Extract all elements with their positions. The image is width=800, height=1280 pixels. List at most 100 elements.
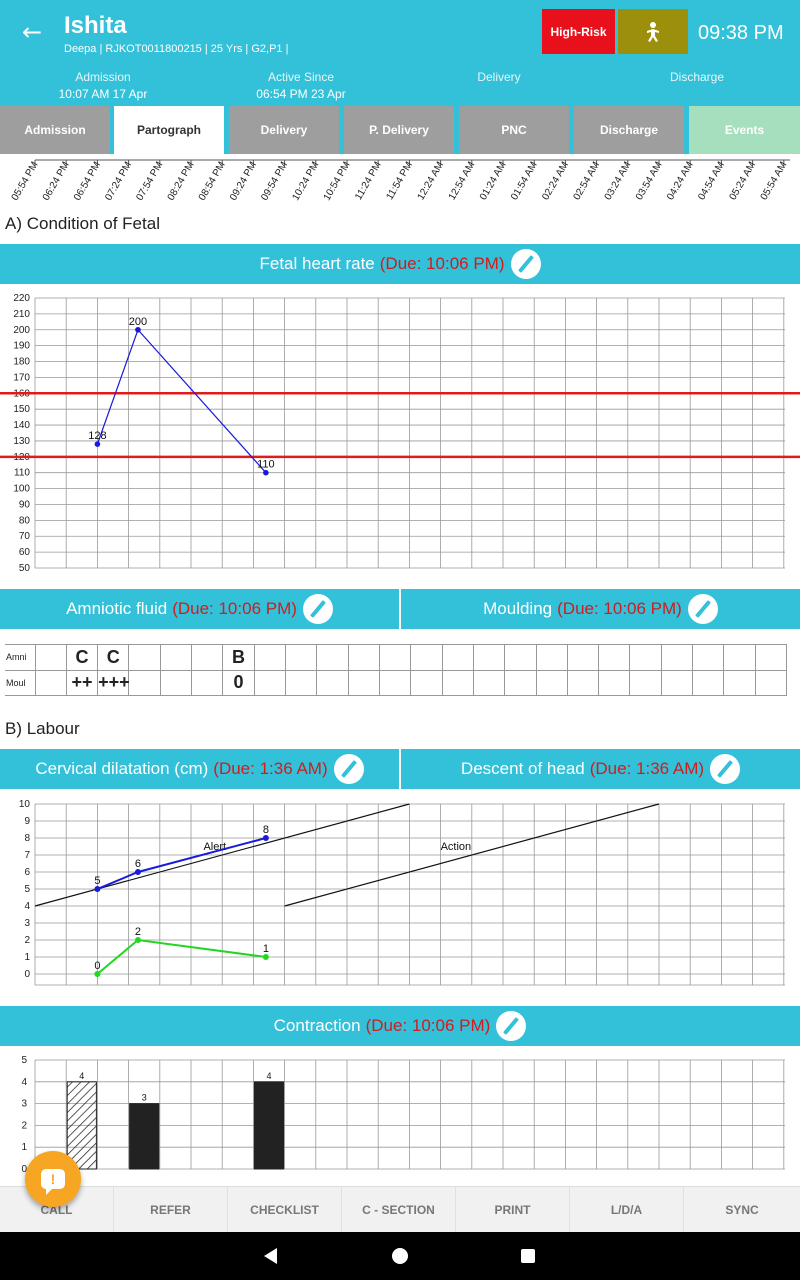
tab-p-delivery[interactable]: P. Delivery — [344, 106, 454, 154]
moul-cell[interactable] — [378, 669, 412, 696]
time-tick-label: 11:24 PM — [353, 160, 384, 202]
moul-cell[interactable] — [504, 669, 537, 696]
action-label: Action — [441, 841, 472, 853]
moul-cell[interactable] — [128, 669, 161, 696]
moul-cell[interactable] — [566, 669, 600, 696]
high-risk-button[interactable]: High-Risk — [542, 9, 615, 54]
contraction-bar — [253, 1081, 285, 1170]
amni-cell[interactable] — [535, 644, 568, 671]
print-button[interactable]: PRINT — [456, 1187, 570, 1233]
amni-cell[interactable] — [347, 644, 380, 671]
recents-icon[interactable] — [498, 1232, 558, 1280]
moul-cell[interactable] — [284, 669, 318, 696]
c-section-button[interactable]: C - SECTION — [342, 1187, 456, 1233]
back-icon[interactable] — [241, 1232, 301, 1280]
edit-amniotic-pencil-icon[interactable] — [302, 594, 333, 624]
amni-cell[interactable] — [441, 644, 474, 671]
baby-button[interactable] — [618, 9, 688, 54]
edit-descent-pencil-icon[interactable] — [710, 754, 741, 784]
amni-cell[interactable] — [629, 644, 662, 671]
arrow-left-icon[interactable]: ← — [22, 18, 43, 46]
edit-cervical-pencil-icon[interactable] — [333, 754, 364, 784]
amni-cell[interactable] — [692, 644, 725, 671]
amni-cell[interactable] — [159, 644, 193, 671]
time-tick-label: 01:54 AM — [509, 160, 540, 202]
amni-cell[interactable] — [34, 644, 67, 671]
moul-cell[interactable] — [723, 669, 756, 696]
fhr-y-tick-label: 80 — [19, 515, 31, 526]
moul-cell[interactable]: ++ — [65, 669, 99, 696]
moul-cell[interactable] — [410, 669, 443, 696]
lda-button[interactable]: L/D/A — [570, 1187, 684, 1233]
time-tick-label: 08:24 PM — [166, 160, 197, 203]
moul-cell[interactable] — [660, 669, 694, 696]
checklist-button[interactable]: CHECKLIST — [228, 1187, 342, 1233]
amni-cell[interactable]: C — [97, 644, 130, 671]
moul-cell[interactable] — [34, 669, 67, 696]
tab-discharge[interactable]: Discharge — [574, 106, 684, 154]
moul-cell[interactable] — [441, 669, 474, 696]
app-header: ← Ishita Deepa | RJKOT0011800215 | 25 Yr… — [0, 0, 800, 106]
amni-cell[interactable] — [191, 644, 224, 671]
edit-fhr-pencil-icon[interactable] — [510, 249, 541, 279]
amni-cell[interactable] — [598, 644, 631, 671]
fhr-y-tick-label: 170 — [13, 372, 30, 383]
status-delivery: Delivery — [399, 70, 599, 87]
time-tick-label: 07:24 PM — [103, 160, 134, 203]
amni-cell[interactable] — [472, 644, 506, 671]
amni-cell[interactable] — [754, 644, 788, 671]
cervix-y-tick-label: 8 — [24, 833, 30, 844]
cervix-data-label: 8 — [263, 824, 269, 836]
moul-cell[interactable]: 0 — [222, 669, 255, 696]
tab-delivery[interactable]: Delivery — [229, 106, 339, 154]
cervix-data-point — [262, 835, 269, 841]
moul-cell[interactable] — [159, 669, 193, 696]
amni-cell[interactable]: B — [222, 644, 255, 671]
fetal-heart-rate-chart: 5060708090100110120130140150160170180190… — [0, 293, 800, 574]
partograph-content[interactable]: 05:54 PM 06:24 PM 06:54 PM 07:24 PM 07:54 PM… — [0, 154, 800, 1186]
moul-cell[interactable] — [191, 669, 224, 696]
tab-partograph[interactable]: Partograph — [114, 106, 224, 154]
amni-cell[interactable] — [316, 644, 349, 671]
moul-cell[interactable] — [629, 669, 662, 696]
patient-info: Deepa | RJKOT0011800215 | 25 Yrs | G2,P1… — [64, 43, 289, 55]
contraction-chart: 0 1 2 3 4 5 4 3 4 — [21, 1055, 785, 1175]
moul-cell[interactable] — [253, 669, 287, 696]
contraction-bar-label: 4 — [266, 1071, 271, 1081]
sync-button[interactable]: SYNC — [725, 1203, 759, 1217]
moul-cell[interactable] — [598, 669, 631, 696]
moul-cell[interactable]: +++ — [97, 669, 130, 696]
cervix-data-label: 6 — [135, 858, 141, 870]
amni-cell[interactable] — [660, 644, 694, 671]
chat-fab-button[interactable]: ! — [25, 1151, 81, 1207]
edit-moulding-pencil-icon[interactable] — [687, 594, 718, 624]
row-label: Moul — [5, 669, 36, 696]
moul-cell[interactable] — [316, 669, 349, 696]
moul-cell[interactable] — [692, 669, 725, 696]
tab-admission[interactable]: Admission — [0, 106, 110, 154]
tab-events[interactable]: Events — [689, 106, 800, 154]
amni-cell[interactable] — [566, 644, 600, 671]
amni-cell[interactable]: C — [65, 644, 99, 671]
amni-cell[interactable] — [284, 644, 318, 671]
tab-pnc[interactable]: PNC — [459, 106, 569, 154]
amni-cell[interactable] — [410, 644, 443, 671]
amni-cell[interactable] — [253, 644, 287, 671]
amni-cell[interactable] — [723, 644, 756, 671]
amni-cell[interactable] — [378, 644, 412, 671]
home-icon[interactable] — [370, 1232, 430, 1280]
fhr-y-tick-label: 70 — [19, 531, 31, 542]
contraction-y-tick-label: 1 — [21, 1142, 27, 1153]
edit-contraction-pencil-icon[interactable] — [496, 1011, 527, 1041]
contraction-title: Contraction — [273, 1016, 361, 1035]
cervical-title: Cervical dilatation (cm) — [35, 759, 209, 778]
moul-cell[interactable] — [472, 669, 506, 696]
time-tick-label: 08:54 PM — [197, 160, 228, 203]
amni-cell[interactable] — [504, 644, 537, 671]
moul-cell[interactable] — [754, 669, 788, 696]
descent-title: Descent of head — [460, 759, 585, 778]
amni-cell[interactable] — [128, 644, 161, 671]
refer-button[interactable]: REFER — [114, 1187, 228, 1233]
moul-cell[interactable] — [535, 669, 568, 696]
moul-cell[interactable] — [347, 669, 380, 696]
